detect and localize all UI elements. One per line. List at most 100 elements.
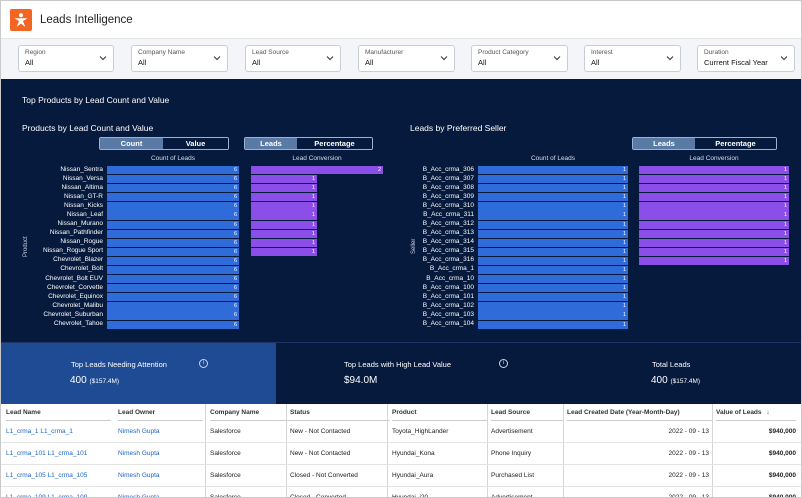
info-icon[interactable]: i — [499, 359, 508, 368]
bar-mark[interactable] — [478, 193, 628, 202]
bar-mark[interactable] — [107, 284, 239, 293]
bar-mark[interactable] — [478, 220, 628, 229]
bar-mark[interactable] — [251, 166, 383, 175]
bar-mark[interactable] — [639, 247, 789, 256]
region-filter[interactable]: Region All — [18, 45, 114, 72]
bar-mark[interactable] — [107, 265, 239, 275]
bar-mark[interactable] — [107, 202, 239, 211]
lead-owner-link[interactable]: Nimesh Gupta — [118, 472, 160, 479]
bar-mark[interactable] — [107, 256, 239, 266]
bar-mark[interactable] — [639, 184, 789, 193]
lead-source-filter[interactable]: Lead Source All — [245, 45, 341, 72]
value-toggle-button[interactable]: Value — [163, 138, 228, 149]
bar-mark[interactable] — [478, 302, 628, 311]
bar-mark[interactable] — [478, 265, 628, 275]
kpi-high-lead-value[interactable]: Top Leads with High Lead Value i $94.0M — [276, 343, 536, 405]
bar-mark[interactable] — [107, 184, 239, 193]
bar-mark[interactable] — [478, 238, 628, 247]
bar-mark[interactable] — [639, 211, 789, 220]
bar-mark[interactable] — [478, 166, 628, 175]
leads-toggle-button[interactable]: Leads — [245, 138, 297, 149]
bar-mark[interactable] — [107, 275, 239, 284]
column-header[interactable]: Lead Owner — [118, 404, 203, 421]
bar-mark[interactable] — [251, 229, 317, 238]
lead-owner-link[interactable]: Nimesh Gupta — [118, 450, 160, 457]
bar-mark[interactable] — [251, 175, 317, 184]
manufacturer-filter[interactable]: Manufacturer All — [358, 45, 455, 72]
bar-mark[interactable] — [251, 211, 317, 220]
bar-mark[interactable] — [251, 247, 317, 256]
bar-mark[interactable] — [107, 175, 239, 184]
column-header[interactable]: Status — [290, 404, 390, 421]
bar-mark[interactable] — [639, 202, 789, 211]
duration-filter[interactable]: Duration Current Fiscal Year — [697, 45, 795, 72]
company-name-filter[interactable]: Company Name All — [131, 45, 228, 72]
kpi-total-leads[interactable]: Total Leads 400 ($157.4M) — [536, 343, 801, 405]
table-row[interactable]: L1_crma_109 L1_crma_109 Nimesh Gupta Sales… — [1, 487, 801, 498]
count-toggle-button[interactable]: Count — [100, 138, 163, 149]
column-header[interactable]: Lead Created Date (Year-Month-Day) — [567, 404, 713, 421]
percentage-toggle-button[interactable]: Percentage — [297, 138, 372, 149]
column-header[interactable]: Lead Name — [6, 404, 111, 421]
bar-mark[interactable] — [478, 275, 628, 284]
bar-mark[interactable] — [478, 256, 628, 266]
table-row[interactable]: L1_crma_1 L1_crma_1 Nimesh Gupta Salesforc… — [1, 421, 801, 443]
bar-mark[interactable] — [107, 302, 239, 311]
table-row[interactable]: L1_crma_105 L1_crma_105 Nimesh Gupta Sales… — [1, 465, 801, 487]
chevron-down-icon — [99, 56, 107, 61]
bar-mark[interactable] — [107, 166, 239, 175]
bar-mark[interactable] — [107, 320, 239, 329]
bar-mark[interactable] — [478, 247, 628, 256]
column-header[interactable]: Lead Source — [491, 404, 563, 421]
bar-mark[interactable] — [478, 184, 628, 193]
bar-mark[interactable] — [478, 211, 628, 220]
bar-mark[interactable] — [251, 184, 317, 193]
bar-mark[interactable] — [107, 211, 239, 220]
filter-label: Region — [25, 49, 46, 56]
lead-name-link[interactable]: L1_crma_1 L1_crma_1 — [6, 428, 73, 435]
interest-filter[interactable]: Interest All — [584, 45, 681, 72]
kpi-top-leads-attention[interactable]: Top Leads Needing Attention i 400 ($157.… — [1, 343, 276, 405]
bar-mark[interactable] — [478, 202, 628, 211]
bar-mark[interactable] — [251, 238, 317, 247]
info-icon[interactable]: i — [199, 359, 208, 368]
bar-mark[interactable] — [639, 166, 789, 175]
bar-mark[interactable] — [251, 220, 317, 229]
bar-mark[interactable] — [639, 256, 789, 266]
bar-mark[interactable] — [478, 293, 628, 302]
bar-mark[interactable] — [478, 229, 628, 238]
bar-mark[interactable] — [639, 238, 789, 247]
lead-owner-link[interactable]: Nimesh Gupta — [118, 494, 160, 498]
chevron-down-icon — [780, 56, 788, 61]
bar-mark[interactable] — [107, 229, 239, 238]
leads-toggle-button[interactable]: Leads — [633, 138, 695, 149]
percentage-toggle-button[interactable]: Percentage — [695, 138, 776, 149]
bar-mark[interactable] — [478, 175, 628, 184]
bar-mark[interactable] — [478, 284, 628, 293]
bar-mark[interactable] — [107, 220, 239, 229]
bar-mark[interactable] — [639, 175, 789, 184]
value-of-leads-header[interactable]: Value of Leads ↓ — [716, 404, 796, 421]
bar-mark[interactable] — [478, 320, 628, 329]
lead-name-link[interactable]: L1_crma_101 L1_crma_101 — [6, 450, 88, 457]
bar-mark[interactable] — [107, 293, 239, 302]
bar-mark[interactable] — [251, 202, 317, 211]
bar-mark[interactable] — [251, 193, 317, 202]
bar-value-label: 1 — [783, 185, 787, 192]
bar-mark[interactable] — [107, 247, 239, 256]
bar-mark[interactable] — [107, 238, 239, 247]
lead-name-link[interactable]: L1_crma_105 L1_crma_105 — [6, 472, 88, 479]
column-header[interactable]: Product — [392, 404, 487, 421]
bar-mark[interactable] — [107, 311, 239, 320]
bar-mark[interactable] — [107, 193, 239, 202]
bar-mark[interactable] — [639, 220, 789, 229]
product-category-filter[interactable]: Product Category All — [471, 45, 568, 72]
bar-mark[interactable] — [639, 193, 789, 202]
column-header[interactable]: Company Name — [210, 404, 290, 421]
bar-mark[interactable] — [478, 311, 628, 320]
lead-owner-link[interactable]: Nimesh Gupta — [118, 428, 160, 435]
bar-value-label: 6 — [233, 167, 237, 173]
table-row[interactable]: L1_crma_101 L1_crma_101 Nimesh Gupta Sales… — [1, 443, 801, 465]
bar-mark[interactable] — [639, 229, 789, 238]
lead-name-link[interactable]: L1_crma_109 L1_crma_109 — [6, 494, 88, 498]
